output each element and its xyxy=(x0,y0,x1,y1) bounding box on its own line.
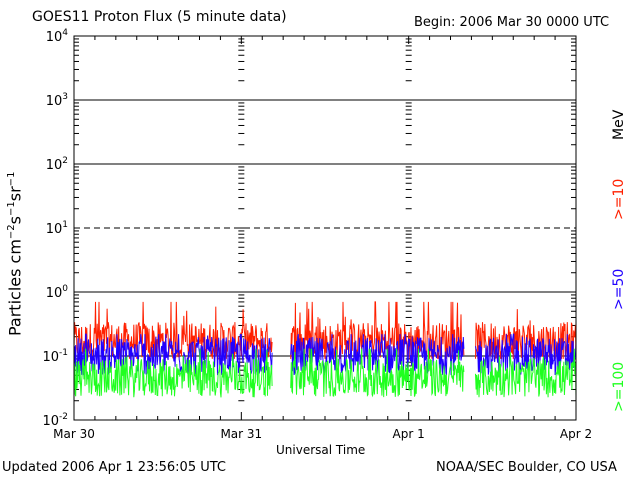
energy-unit-label: MeV xyxy=(611,109,627,140)
series-trace-0 xyxy=(73,301,577,360)
begin-time: Begin: 2006 Mar 30 0000 UTC xyxy=(414,15,610,30)
y-tick-label: 102 xyxy=(46,156,68,173)
y-tick-label: 104 xyxy=(46,28,69,45)
legend-ge10: >=10 xyxy=(611,178,627,220)
updated-timestamp: Updated 2006 Apr 1 23:56:05 UTC xyxy=(2,460,226,475)
chart-title: GOES11 Proton Flux (5 minute data) xyxy=(32,9,287,25)
series-trace-2 xyxy=(73,348,577,398)
x-tick-label: Mar 31 xyxy=(220,427,262,441)
y-tick-label: 103 xyxy=(46,92,68,109)
y-tick-label: 100 xyxy=(46,284,69,301)
y-tick-label: 10-2 xyxy=(42,412,68,429)
x-tick-label: Apr 1 xyxy=(393,427,425,441)
x-tick-label: Apr 2 xyxy=(560,427,592,441)
y-axis-label: Particles cm−2s−1sr−1 xyxy=(5,171,25,336)
credit-text: NOAA/SEC Boulder, CO USA xyxy=(436,460,617,475)
x-axis-label: Universal Time xyxy=(276,443,366,457)
plot-frame xyxy=(73,35,577,421)
legend-ge100: >=100 xyxy=(611,361,627,412)
legend-ge50: >=50 xyxy=(611,268,627,310)
y-tick-label: 10-1 xyxy=(42,348,68,365)
x-tick-label: Mar 30 xyxy=(53,427,95,441)
y-tick-label: 101 xyxy=(46,220,68,237)
